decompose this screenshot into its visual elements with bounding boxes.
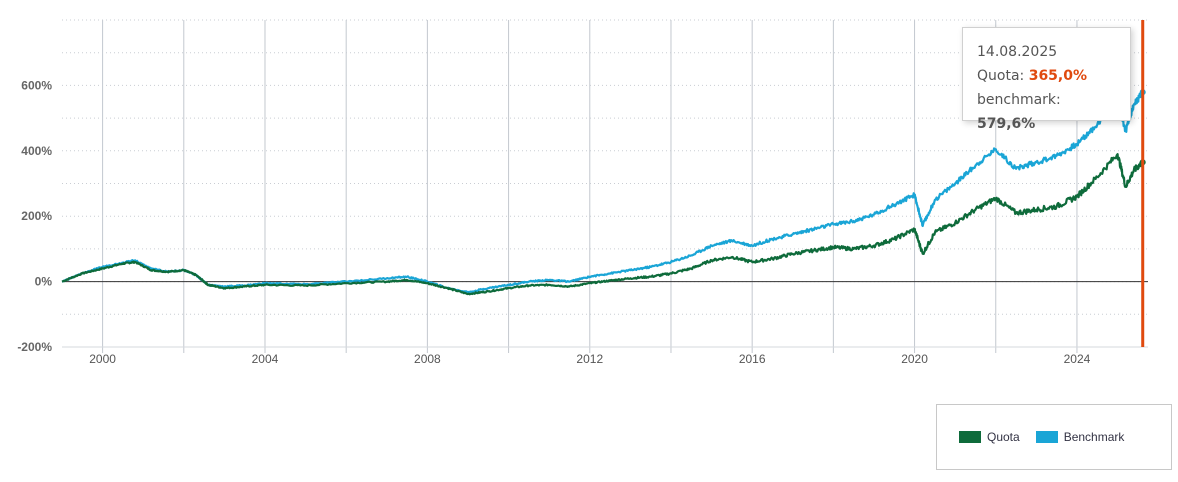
x-tick-label: 2020	[901, 352, 928, 366]
tooltip-quota-label: Quota:	[977, 68, 1029, 84]
chart-legend: Quota Benchmark	[936, 404, 1172, 470]
tooltip-quota-value: 365,0%	[1028, 68, 1088, 84]
y-tick-label: 0%	[35, 275, 53, 289]
legend-item-quota[interactable]: Quota	[959, 430, 1020, 444]
x-tick-label: 2016	[739, 352, 766, 366]
y-tick-label: -200%	[17, 340, 52, 354]
quota-swatch	[959, 431, 981, 443]
x-tick-label: 2024	[1064, 352, 1091, 366]
y-tick-label: 600%	[21, 78, 52, 92]
x-tick-label: 2000	[89, 352, 116, 366]
x-tick-label: 2004	[252, 352, 279, 366]
hover-tooltip: 14.08.2025 Quota: 365,0% benchmark: 579,…	[962, 27, 1131, 132]
y-tick-label: 200%	[21, 209, 52, 223]
tooltip-benchmark-label: benchmark:	[977, 92, 1061, 108]
legend-label-benchmark: Benchmark	[1063, 430, 1125, 444]
tooltip-date: 14.08.2025	[977, 44, 1058, 60]
benchmark-swatch	[1035, 431, 1058, 443]
x-tick-label: 2008	[414, 352, 441, 366]
tooltip-benchmark-value: 579,6%	[977, 116, 1036, 132]
x-tick-label: 2012	[576, 352, 603, 366]
legend-label-quota: Quota	[987, 430, 1020, 444]
tooltip-benchmark-row: benchmark: 579,6%	[977, 88, 1116, 136]
legend-item-benchmark[interactable]: Benchmark	[1035, 430, 1125, 444]
y-tick-label: 400%	[21, 144, 52, 158]
series-line-quota	[61, 153, 1144, 296]
tooltip-quota-row: Quota: 365,0%	[977, 64, 1116, 88]
